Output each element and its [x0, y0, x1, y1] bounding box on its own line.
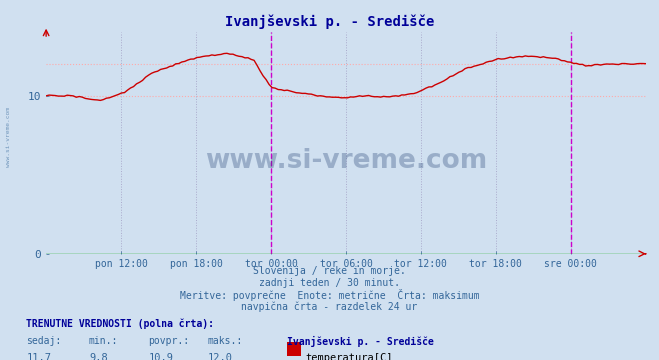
Text: Ivanjševski p. - Središče: Ivanjševski p. - Središče: [287, 336, 434, 347]
Text: 10,9: 10,9: [148, 353, 173, 360]
Text: min.:: min.:: [89, 336, 119, 346]
Text: Meritve: povprečne  Enote: metrične  Črta: maksimum: Meritve: povprečne Enote: metrične Črta:…: [180, 289, 479, 301]
Text: www.si-vreme.com: www.si-vreme.com: [6, 107, 11, 167]
Text: Slovenija / reke in morje.: Slovenija / reke in morje.: [253, 266, 406, 276]
Text: temperatura[C]: temperatura[C]: [305, 353, 393, 360]
Text: maks.:: maks.:: [208, 336, 243, 346]
Text: 11,7: 11,7: [26, 353, 51, 360]
Text: Ivanjševski p. - Središče: Ivanjševski p. - Središče: [225, 14, 434, 29]
Text: zadnji teden / 30 minut.: zadnji teden / 30 minut.: [259, 278, 400, 288]
Text: povpr.:: povpr.:: [148, 336, 189, 346]
Text: navpična črta - razdelek 24 ur: navpična črta - razdelek 24 ur: [241, 301, 418, 312]
Text: sedaj:: sedaj:: [26, 336, 61, 346]
Text: TRENUTNE VREDNOSTI (polna črta):: TRENUTNE VREDNOSTI (polna črta):: [26, 319, 214, 329]
Text: www.si-vreme.com: www.si-vreme.com: [205, 148, 487, 174]
Text: 12,0: 12,0: [208, 353, 233, 360]
Text: 9,8: 9,8: [89, 353, 107, 360]
